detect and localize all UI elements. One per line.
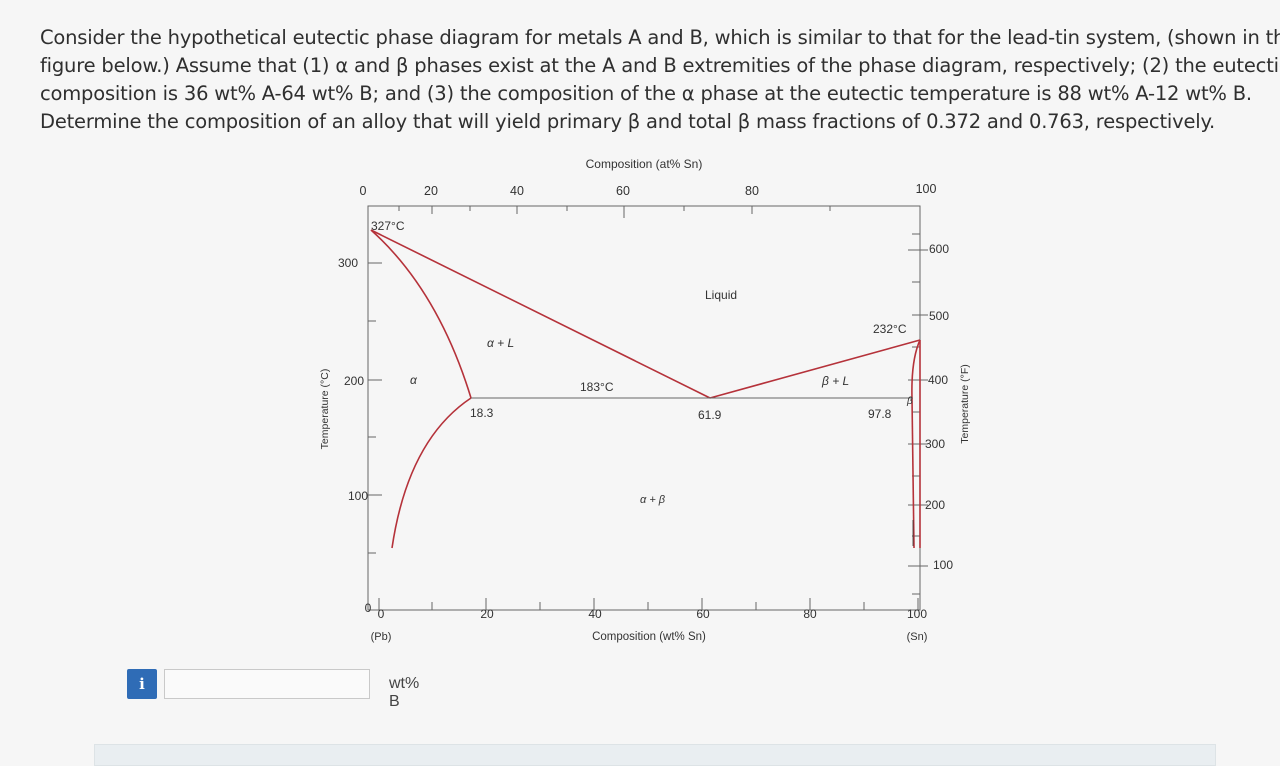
top-tick-label: 40	[510, 184, 524, 198]
pb-melting-label: 327°C	[371, 219, 405, 233]
bottom-axis-title: Composition (wt% Sn)	[592, 631, 706, 643]
left-tick-label: 200	[344, 374, 364, 388]
liquid-region-label: Liquid	[705, 288, 737, 302]
question-text: Consider the hypothetical eutectic phase…	[40, 24, 1280, 136]
alpha-beta-region-label: α + β	[640, 494, 666, 506]
question-line: Consider the hypothetical eutectic phase…	[40, 26, 1280, 49]
top-tick-label: 20	[424, 184, 438, 198]
top-tick-label: 100	[916, 182, 937, 196]
liquidus-right	[709, 339, 921, 399]
solidus-right	[911, 339, 921, 399]
top-axis-title: Composition (at% Sn)	[586, 157, 703, 171]
bottom-tick-label: 60	[696, 607, 710, 621]
eutectic-temp-label: 183°C	[580, 380, 614, 394]
plot-frame	[367, 205, 921, 611]
beta-limit-label: 97.8	[868, 407, 892, 421]
sn-melting-label: 232°C	[873, 322, 907, 336]
top-tick-label: 80	[745, 184, 759, 198]
right-tick-label: 600	[929, 242, 949, 256]
info-icon[interactable]: i	[127, 669, 157, 699]
right-tick-label: 100	[933, 558, 953, 572]
left-ticks	[368, 262, 382, 554]
alpha-liquid-region-label: α + L	[487, 336, 514, 350]
right-tick-label: 300	[925, 437, 945, 451]
phase-boundaries	[370, 229, 921, 549]
solvus-alpha	[391, 397, 472, 549]
right-ticks	[908, 233, 928, 595]
bottom-tick-label: 0	[378, 607, 385, 621]
question-line: figure below.) Assume that (1) α and β p…	[40, 54, 1280, 77]
answer-input[interactable]	[164, 669, 370, 699]
bottom-right-label: (Sn)	[907, 631, 928, 643]
unit-label: wt% B	[389, 675, 420, 710]
beta-region-label: β	[906, 396, 913, 407]
bottom-tick-label: 20	[480, 607, 494, 621]
right-tick-label: 200	[925, 498, 945, 512]
bottom-tick-label: 80	[803, 607, 817, 621]
top-ticks	[367, 206, 921, 218]
top-tick-label: 0	[360, 184, 367, 198]
left-tick-label: 300	[338, 256, 358, 270]
alpha-region-label: α	[410, 373, 418, 387]
bottom-panel	[94, 744, 1216, 766]
beta-liquid-region-label: β + L	[821, 374, 849, 388]
phase-diagram: Composition (at% Sn) 0 20 40 60 80 100 0…	[319, 157, 971, 643]
question-line: composition is 36 wt% A-64 wt% B; and (3…	[40, 82, 1252, 105]
eutectic-comp-label: 61.9	[698, 408, 722, 422]
solvus-beta	[911, 397, 915, 549]
right-axis-title: Temperature (°F)	[959, 364, 971, 443]
bottom-ticks	[378, 598, 919, 610]
question-line: Determine the composition of an alloy th…	[40, 110, 1216, 133]
liquidus-left	[370, 229, 711, 399]
left-tick-label: 100	[348, 489, 368, 503]
bottom-tick-label: 40	[588, 607, 602, 621]
alpha-limit-label: 18.3	[470, 406, 494, 420]
bottom-left-label: (Pb)	[371, 631, 392, 643]
bottom-tick-label: 100	[907, 607, 927, 621]
top-tick-label: 60	[616, 184, 630, 198]
right-tick-label: 500	[929, 309, 949, 323]
solidus-left	[370, 229, 472, 399]
left-tick-label: 0	[365, 601, 372, 615]
left-axis-title: Temperature (°C)	[319, 369, 331, 450]
right-tick-label: 400	[928, 373, 948, 387]
